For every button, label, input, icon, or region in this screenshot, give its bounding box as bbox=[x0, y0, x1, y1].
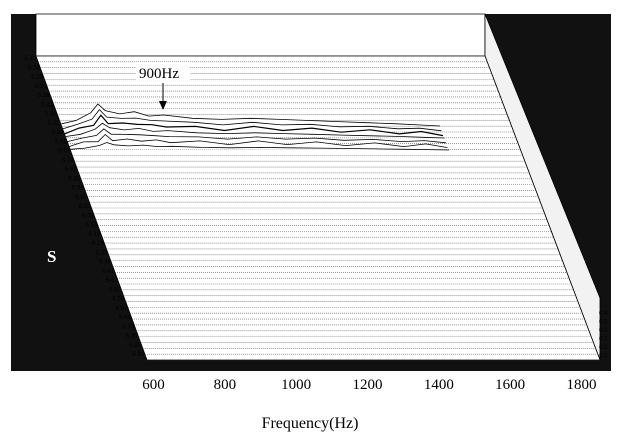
time-label: 5.74 bbox=[62, 157, 75, 164]
amplitude-label: 0.3 bbox=[599, 319, 608, 326]
time-label: 5.41 bbox=[41, 101, 54, 108]
time-label: 6.41 bbox=[102, 268, 115, 275]
time-label: 6.35 bbox=[99, 259, 112, 266]
spectrum-trace bbox=[67, 128, 447, 144]
x-tick-label: 1200 bbox=[353, 377, 383, 393]
amplitude-label: 0.4 bbox=[599, 310, 608, 317]
time-label: 6.24 bbox=[92, 240, 105, 247]
time-label: 5.97 bbox=[75, 194, 88, 201]
x-tick-label: 1000 bbox=[281, 377, 311, 393]
amplitude-label: 0.2 bbox=[599, 336, 608, 343]
amplitude-label: 0.3 bbox=[599, 327, 608, 334]
time-label: 6.85 bbox=[129, 342, 142, 349]
time-label: 5.52 bbox=[48, 120, 61, 127]
annotation-box bbox=[136, 62, 190, 82]
time-label: 6.69 bbox=[119, 314, 132, 321]
time-label: 6.47 bbox=[105, 277, 118, 284]
time-label: 6.02 bbox=[78, 203, 91, 210]
amplitude-label: 0.0 bbox=[599, 353, 608, 360]
spectrum-trace bbox=[68, 133, 448, 148]
time-label: 5.58 bbox=[51, 129, 64, 136]
spectrum-trace bbox=[64, 114, 444, 137]
time-label: 6.19 bbox=[89, 231, 102, 238]
spectrum-trace bbox=[70, 142, 450, 151]
peak-annotation: 900Hz bbox=[136, 62, 190, 110]
time-label: 5.25 bbox=[31, 74, 44, 81]
time-label: 5.13 bbox=[24, 55, 37, 62]
x-tick-label: 1800 bbox=[566, 377, 596, 393]
time-label: 6.58 bbox=[112, 296, 125, 303]
annotation-label: 900Hz bbox=[139, 66, 179, 82]
time-label: 5.91 bbox=[72, 185, 85, 192]
time-label: 6.80 bbox=[126, 333, 139, 340]
time-label: 5.47 bbox=[45, 111, 58, 118]
back-wall bbox=[35, 13, 486, 57]
x-tick-label: 600 bbox=[142, 377, 165, 393]
x-tick-label: 800 bbox=[214, 377, 237, 393]
time-label: 6.08 bbox=[82, 212, 95, 219]
depth-axis-label: S bbox=[47, 247, 56, 266]
x-tick-labels: 600 800 1000 1200 1400 1600 1800 bbox=[142, 377, 596, 393]
time-label: 5.19 bbox=[28, 64, 41, 71]
time-label: 5.80 bbox=[65, 166, 78, 173]
grid-lines bbox=[36, 55, 600, 361]
time-label: 5.30 bbox=[35, 83, 48, 90]
time-label: 5.63 bbox=[55, 138, 68, 145]
time-label: 6.91 bbox=[132, 351, 145, 358]
waterfall-traces bbox=[61, 103, 450, 151]
time-label: 6.52 bbox=[109, 286, 122, 293]
amplitude-labels: 0.4 0.30.3 0.20.2 0.0 bbox=[599, 310, 608, 360]
x-axis-label: Frequency(Hz) bbox=[262, 415, 359, 432]
time-label: 6.63 bbox=[116, 305, 129, 312]
x-tick-label: 1600 bbox=[495, 377, 525, 393]
time-label: 6.74 bbox=[122, 323, 135, 330]
time-label: 6.13 bbox=[85, 222, 98, 229]
annotation-arrowhead bbox=[159, 101, 167, 110]
amplitude-label: 0.2 bbox=[599, 344, 608, 351]
time-label: 5.36 bbox=[38, 92, 51, 99]
time-label: 5.69 bbox=[58, 148, 71, 155]
time-label: 6.30 bbox=[95, 249, 108, 256]
spectrum-trace bbox=[65, 122, 445, 139]
time-labels: 5.13 5.19 5.25 5.30 5.36 5.41 5.47 5.52 5.58 5.63… bbox=[24, 55, 145, 358]
time-label: 5.85 bbox=[68, 175, 81, 182]
x-tick-label: 1400 bbox=[424, 377, 454, 393]
